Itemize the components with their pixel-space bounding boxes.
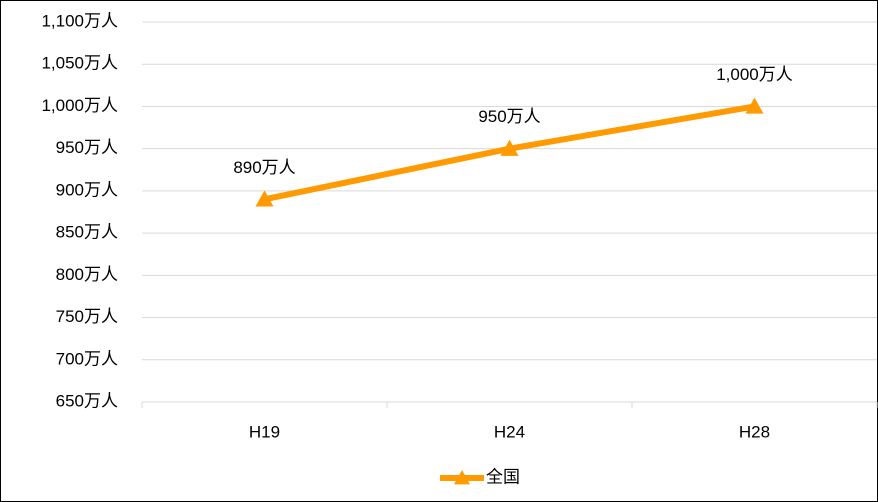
- y-tick-label: 700万人: [56, 349, 118, 368]
- legend-label: 全国: [486, 467, 520, 486]
- y-tick-label: 950万人: [56, 138, 118, 157]
- x-tick-label: H28: [739, 422, 770, 441]
- y-tick-label: 1,000万人: [41, 96, 118, 115]
- data-label: 1,000万人: [716, 65, 793, 84]
- data-label: 890万人: [233, 158, 295, 177]
- y-tick-label: 750万人: [56, 307, 118, 326]
- data-label: 950万人: [478, 107, 540, 126]
- legend-marker: [454, 470, 470, 485]
- y-tick-label: 900万人: [56, 180, 118, 199]
- y-tick-label: 800万人: [56, 265, 118, 284]
- y-tick-label: 650万人: [56, 391, 118, 410]
- data-marker: [745, 97, 764, 114]
- y-tick-label: 1,100万人: [41, 11, 118, 30]
- y-tick-label: 1,050万人: [41, 54, 118, 73]
- data-marker: [255, 190, 274, 207]
- x-tick-label: H24: [494, 422, 525, 441]
- y-tick-label: 850万人: [56, 223, 118, 242]
- x-tick-label: H19: [249, 422, 280, 441]
- data-marker: [500, 139, 519, 156]
